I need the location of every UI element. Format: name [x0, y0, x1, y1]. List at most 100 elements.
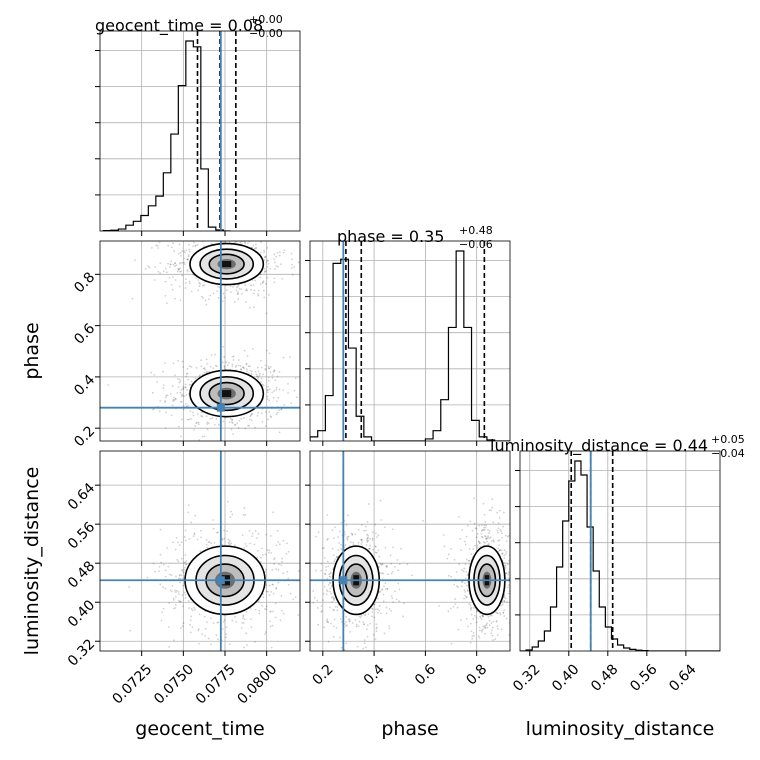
sample-point — [159, 399, 162, 402]
sample-point — [489, 614, 492, 617]
sample-point — [326, 539, 329, 541]
sample-point — [262, 280, 265, 283]
hist-panel-geocent_time — [95, 30, 301, 236]
sample-point — [390, 610, 392, 612]
sample-point — [275, 587, 277, 590]
sample-point — [198, 281, 201, 284]
sample-point — [325, 566, 327, 568]
sample-point — [183, 395, 186, 398]
sample-point — [213, 424, 216, 426]
sample-point — [347, 618, 350, 621]
sample-point — [280, 408, 283, 411]
sample-point — [369, 544, 372, 547]
sample-point — [366, 628, 368, 631]
sample-point — [179, 391, 182, 394]
sample-point — [253, 248, 256, 250]
sample-point — [180, 393, 183, 396]
sample-point — [345, 621, 347, 623]
sample-point — [180, 389, 183, 391]
sample-point — [260, 547, 263, 550]
sample-point — [454, 603, 457, 606]
sample-point — [507, 571, 510, 574]
sample-point — [490, 540, 493, 542]
sample-point — [259, 372, 261, 375]
sample-point — [375, 626, 378, 629]
sample-point — [189, 619, 192, 622]
sample-point — [295, 396, 298, 399]
sample-point — [243, 507, 246, 509]
sample-point — [340, 547, 342, 550]
sample-point — [183, 568, 186, 571]
sample-point — [206, 428, 209, 431]
sample-point — [266, 590, 269, 593]
sample-point — [221, 241, 224, 243]
sample-point — [262, 373, 265, 376]
sample-point — [506, 535, 509, 538]
sample-point — [508, 577, 510, 579]
sample-point — [180, 569, 183, 571]
sample-point — [183, 261, 186, 264]
sample-point — [346, 537, 348, 540]
sample-point — [460, 580, 463, 583]
sample-point — [482, 529, 485, 532]
sample-point — [273, 558, 275, 561]
sample-point — [151, 247, 153, 249]
sample-point — [470, 613, 473, 616]
sample-point — [253, 292, 255, 295]
sample-point — [385, 612, 388, 615]
sample-point — [460, 585, 463, 588]
sample-point — [492, 639, 494, 641]
sample-point — [269, 611, 271, 613]
sample-point — [484, 526, 487, 529]
sample-point — [187, 511, 190, 514]
sample-point — [287, 583, 290, 586]
sample-point — [363, 623, 365, 626]
sample-point — [245, 362, 248, 365]
sample-point — [199, 374, 201, 377]
x-tick-label: 0.2 — [310, 661, 337, 688]
sample-point — [245, 368, 248, 370]
sample-point — [173, 250, 176, 252]
sample-point — [216, 290, 219, 293]
sample-point — [180, 261, 182, 264]
sample-point — [199, 550, 202, 553]
sample-point — [464, 577, 467, 580]
sample-point — [477, 635, 480, 638]
sample-point — [181, 625, 184, 628]
sample-point — [186, 372, 189, 375]
sample-point — [381, 589, 384, 592]
sample-point — [273, 281, 276, 284]
sample-point — [179, 380, 182, 383]
sample-point — [192, 238, 194, 240]
sample-point — [264, 425, 267, 427]
sample-point — [369, 537, 372, 540]
sample-point — [340, 521, 343, 524]
sample-point — [457, 516, 460, 518]
sample-point — [499, 612, 501, 614]
sample-point — [166, 547, 169, 549]
sample-point — [466, 574, 469, 577]
sample-point — [242, 366, 244, 369]
sample-point — [273, 369, 276, 372]
sample-point — [235, 236, 237, 238]
sample-point — [248, 418, 251, 421]
sample-point — [150, 371, 153, 374]
sample-point — [167, 565, 170, 568]
sample-point — [179, 600, 181, 603]
sample-point — [496, 625, 499, 627]
sample-point — [514, 518, 516, 520]
sample-point — [484, 538, 487, 540]
sample-point — [472, 618, 475, 620]
sample-point — [495, 620, 498, 623]
sample-point — [484, 626, 486, 629]
sample-point — [447, 574, 450, 577]
sample-point — [366, 539, 369, 542]
sample-point — [484, 626, 487, 629]
sample-point — [165, 396, 167, 399]
sample-point — [266, 259, 269, 262]
sample-point — [503, 596, 506, 599]
sample-point — [173, 297, 176, 300]
sample-point — [507, 573, 510, 576]
x-tick-label: 0.56 — [627, 661, 660, 694]
sample-point — [276, 375, 279, 378]
